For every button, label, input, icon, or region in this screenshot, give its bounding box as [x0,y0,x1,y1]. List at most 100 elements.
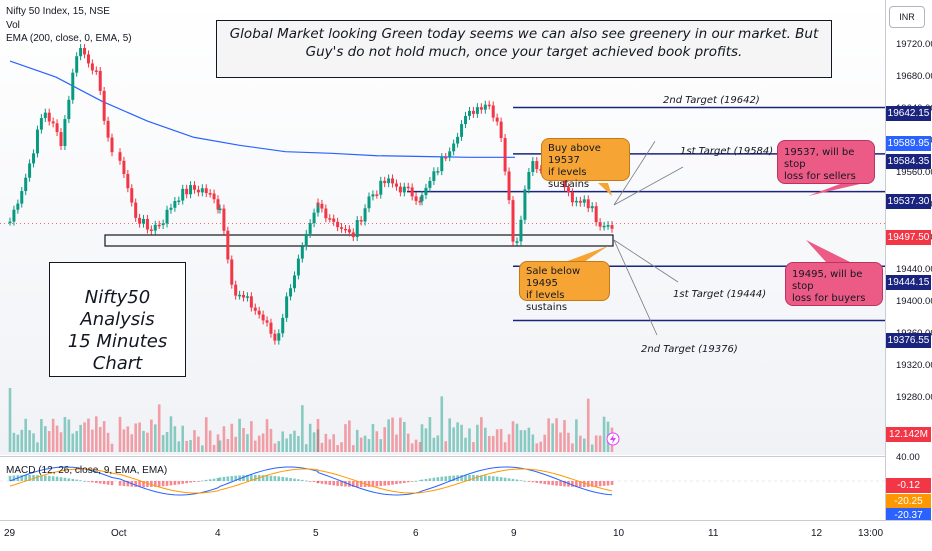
macd-histogram-bar [316,481,320,484]
volume-bar [55,425,59,452]
time-tick-label: 12 [811,528,823,539]
candle-body [245,296,249,298]
candle-body [212,193,216,200]
macd-histogram-bar [468,474,471,481]
candle-body [300,246,304,259]
macd-legend[interactable]: MACD (12, 26, close, 9, EMA, EMA) [6,465,168,476]
volume-bar [83,422,86,452]
macd-histogram-bar [201,480,204,482]
macd-histogram-bar [420,479,424,481]
price-tick-label: 19560.00 [896,167,932,179]
upper-target1-label: 1st Target (19584) [680,146,774,157]
volume-bar [277,441,281,452]
volume-bar [208,430,212,452]
volume-bar [297,436,300,452]
macd-histogram-bar [142,481,145,488]
volume-legend[interactable]: Vol [6,20,20,31]
macd-histogram-bar [328,481,332,485]
candle-body [398,186,402,193]
price-chart [0,44,885,452]
volume-bar [460,424,463,452]
volume-bar [579,435,582,452]
macd-tick-label: 40.00 [896,452,920,463]
macd-histogram-bar [8,475,12,481]
volume-bar [539,441,543,452]
volume-bar [230,423,234,452]
volume-bar [106,432,110,452]
macd-histogram-bar [238,475,241,481]
macd-histogram-bar [153,481,157,487]
volume-bar [340,442,343,452]
symbol-legend[interactable]: Nifty 50 Index, 15, NSE [6,6,110,17]
candle-body [312,212,316,224]
volume-bar [212,444,216,452]
macd-histogram-bar [169,481,173,486]
macd-histogram-bar [161,481,165,487]
sell-note-pointer [565,246,608,262]
macd-histogram-bar [610,481,614,485]
macd-histogram-bar [428,478,432,481]
currency-button[interactable]: INR [889,6,925,28]
candle-body [289,288,293,297]
macd-histogram-bar [551,481,554,486]
macd-histogram-bar [320,481,324,484]
volume-bar [527,427,531,452]
macd-histogram-bar [387,481,390,486]
price-tag: 19537.30 [886,194,931,209]
macd-chart [0,466,885,496]
macd-histogram-bar [383,481,386,486]
volume-bar [432,437,436,452]
macd-histogram-bar [71,478,75,481]
macd-histogram-bar [563,481,566,487]
time-axis[interactable] [0,520,932,551]
candle-body [464,115,468,125]
volume-bar [126,426,130,452]
stop-sellers-note: 19537, will be stop loss for sellers [777,140,875,184]
macd-histogram-bar [91,481,94,483]
macd-histogram-bar [440,476,444,481]
macd-histogram-bar [165,481,169,486]
candle-body [192,185,196,190]
candle-body [86,54,90,64]
candle-body [8,221,12,224]
macd-histogram-bar [216,478,220,481]
candle-body [460,124,464,137]
macd-histogram-bar [511,478,515,481]
volume-bar [367,439,371,452]
price-tick-label: 19440.00 [896,263,932,275]
candle-body [265,320,269,323]
macd-histogram-bar [340,481,343,487]
candle-body [332,218,336,222]
candle-body [269,322,273,334]
time-tick-label: Oct [111,528,127,539]
macd-histogram-bar [424,478,428,481]
macd-histogram-bar [285,477,288,481]
volume-bar [250,421,253,452]
macd-histogram-bar [403,481,406,483]
candle-body [452,143,456,152]
volume-bar [336,445,339,452]
candle-body [406,186,410,189]
macd-histogram-bar [559,481,562,487]
macd-histogram-bar [212,478,216,481]
candle-body [308,223,312,234]
macd-histogram-bar [20,475,24,481]
candle-body [428,180,432,188]
volume-bar [75,431,78,452]
macd-histogram-bar [95,481,98,483]
volume-bar [165,431,169,452]
candle-body [539,169,543,171]
ema-legend[interactable]: EMA (200, close, 0, EMA, 5) [6,33,132,44]
volume-bar [503,442,507,452]
candle-body [165,209,169,224]
candle-body [35,129,39,154]
candle-body [32,153,36,164]
macd-histogram-bar [222,476,226,481]
macd-histogram-bar [40,475,43,481]
candle-body [527,171,531,190]
macd-histogram-bar [527,481,531,482]
volume-bar [436,435,440,452]
volume-bar [328,439,332,452]
volume-bar [598,435,602,452]
macd-pane[interactable] [0,456,885,521]
